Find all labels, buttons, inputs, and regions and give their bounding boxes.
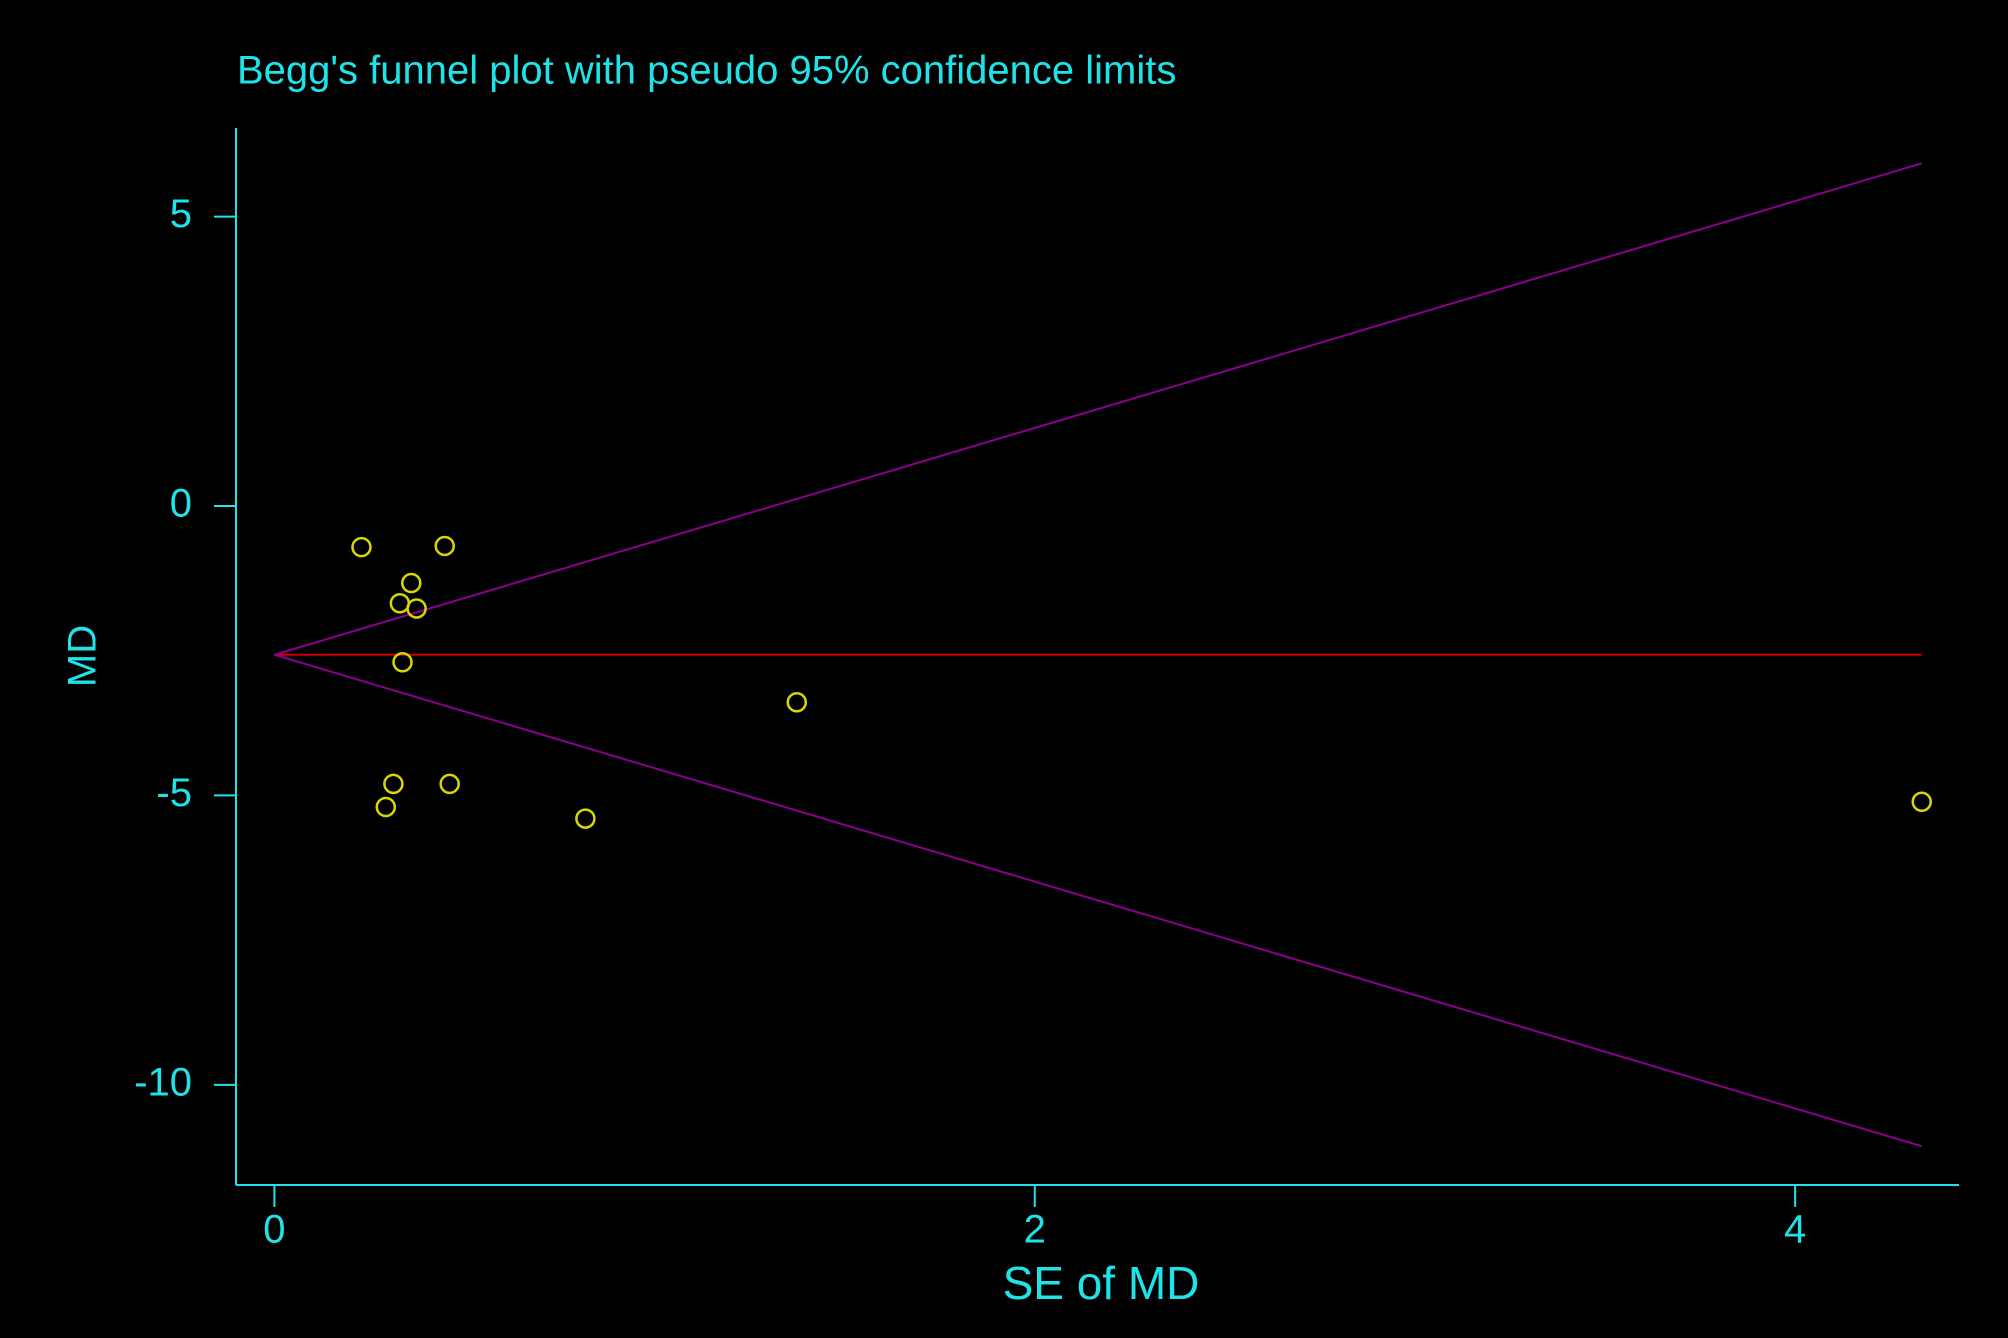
point (434, 535, 455, 557)
x-tick-label: 2 (1024, 1208, 1046, 1252)
confidence-limit-line (274, 653, 1923, 1148)
point (1911, 791, 1932, 813)
y-tick-label: -5 (156, 771, 192, 815)
confidence-limit-line (274, 162, 1923, 656)
point (406, 598, 427, 619)
y-tick-label: 0 (170, 482, 192, 526)
x-tick-label: 4 (1784, 1208, 1806, 1252)
chart-title: Begg's funnel plot with pseudo 95% confi… (237, 49, 1176, 93)
point (401, 572, 422, 594)
point (383, 773, 404, 795)
point (786, 691, 808, 713)
point (439, 773, 460, 795)
point (375, 796, 397, 818)
y-tick-label: -10 (134, 1060, 192, 1104)
point (351, 536, 372, 558)
y-tick-label: 5 (170, 192, 192, 236)
point (392, 652, 413, 673)
point (575, 808, 596, 829)
x-axis-label: SE of MD (1003, 1257, 1200, 1309)
x-tick-label: 0 (263, 1208, 285, 1252)
y-axis-label: MD (61, 625, 105, 687)
